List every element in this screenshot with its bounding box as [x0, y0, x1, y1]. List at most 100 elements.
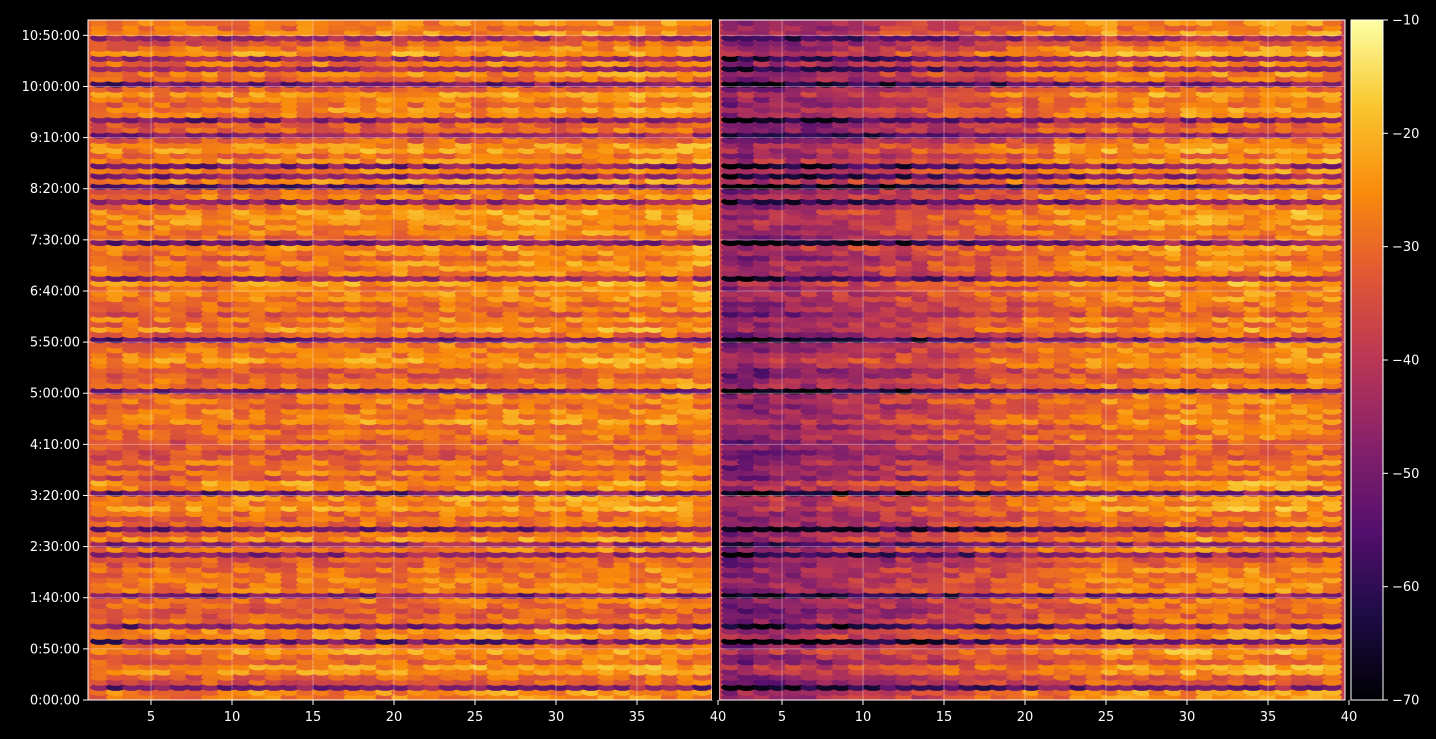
- heatmap-cell: [565, 105, 586, 114]
- heatmap-cell: [106, 59, 126, 68]
- heatmap-cell: [248, 121, 269, 129]
- heatmap-cell: [502, 387, 522, 395]
- heatmap-cell: [106, 530, 126, 538]
- heatmap-cell: [422, 499, 443, 507]
- heatmap-cell: [438, 448, 459, 456]
- heatmap-cell: [153, 586, 174, 594]
- heatmap-cell: [692, 213, 712, 221]
- heatmap-cell: [581, 233, 601, 241]
- heatmap-cell: [454, 658, 475, 666]
- heatmap-cell: [375, 402, 396, 410]
- heatmap-cell: [106, 284, 126, 293]
- heatmap-cell: [280, 540, 300, 548]
- heatmap-cell: [359, 433, 380, 441]
- heatmap-cell: [628, 202, 649, 211]
- heatmap-cell: [232, 218, 253, 226]
- heatmap-cell: [692, 49, 712, 57]
- heatmap-cell: [312, 463, 332, 472]
- heatmap-cell: [613, 90, 633, 98]
- heatmap-cell: [628, 95, 649, 103]
- heatmap-cell: [343, 576, 364, 584]
- heatmap-cell: [391, 560, 411, 569]
- heatmap-cell: [280, 376, 300, 385]
- heatmap-cell: [628, 560, 649, 569]
- heatmap-cell: [470, 223, 491, 231]
- heatmap-cell: [248, 443, 269, 451]
- heatmap-cell: [280, 422, 300, 431]
- heatmap-cell: [391, 325, 411, 333]
- heatmap-cell: [518, 617, 538, 625]
- heatmap-cell: [137, 484, 158, 492]
- heatmap-cell: [343, 545, 364, 553]
- heatmap-cell: [692, 571, 712, 579]
- heatmap-cell: [90, 248, 110, 257]
- heatmap-cell: [502, 473, 522, 482]
- heatmap-cell: [422, 412, 443, 420]
- heatmap-cell: [692, 121, 712, 129]
- heatmap-cell: [454, 519, 475, 528]
- heatmap-cell: [264, 243, 285, 252]
- heatmap-cell: [581, 596, 601, 604]
- heatmap-cell: [185, 172, 205, 180]
- heatmap-cell: [248, 560, 269, 569]
- heatmap-cell: [296, 259, 316, 267]
- heatmap-cell: [565, 269, 586, 277]
- heatmap-cell: [502, 611, 522, 620]
- heatmap-cell: [454, 116, 475, 124]
- heatmap-cell: [248, 601, 269, 610]
- heatmap-cell: [201, 642, 221, 650]
- heatmap-cell: [375, 535, 396, 543]
- heatmap-cell: [438, 151, 459, 160]
- heatmap-cell: [660, 162, 681, 170]
- heatmap-cell: [676, 151, 696, 160]
- heatmap-cell: [692, 407, 712, 415]
- heatmap-cell: [502, 197, 522, 206]
- heatmap-cell: [628, 463, 649, 472]
- heatmap-cell: [201, 637, 221, 645]
- heatmap-cell: [121, 126, 142, 134]
- heatmap-cell: [565, 351, 586, 359]
- heatmap-cell: [533, 54, 554, 62]
- heatmap-cell: [438, 341, 459, 349]
- heatmap-cell: [343, 192, 364, 201]
- heatmap-cell: [502, 668, 522, 676]
- heatmap-cell: [502, 259, 522, 267]
- heatmap-cell: [613, 397, 633, 405]
- heatmap-cell: [486, 581, 506, 589]
- heatmap-cell: [327, 192, 348, 201]
- heatmap-cell: [216, 141, 237, 149]
- heatmap-cell: [644, 509, 665, 518]
- heatmap-cell: [660, 376, 681, 385]
- heatmap-cell: [232, 525, 253, 533]
- heatmap-cell: [296, 581, 316, 589]
- heatmap-cell: [264, 535, 285, 543]
- heatmap-cell: [549, 141, 570, 149]
- heatmap-cell: [454, 627, 475, 635]
- heatmap-cell: [644, 151, 665, 160]
- heatmap-cell: [407, 294, 427, 303]
- heatmap-cell: [327, 586, 348, 594]
- heatmap-cell: [201, 197, 221, 206]
- heatmap-cell: [121, 514, 142, 523]
- heatmap-cell: [216, 688, 237, 696]
- heatmap-cell: [628, 254, 649, 262]
- heatmap-cell: [327, 59, 348, 68]
- heatmap-cell: [486, 611, 506, 620]
- heatmap-cell: [422, 668, 443, 676]
- heatmap-cell: [486, 392, 506, 400]
- heatmap-cell: [565, 422, 586, 431]
- heatmap-cell: [153, 479, 174, 487]
- heatmap-cell: [438, 473, 459, 482]
- heatmap-cell: [375, 622, 396, 630]
- heatmap-cell: [454, 499, 475, 507]
- heatmap-cell: [185, 392, 205, 400]
- heatmap-cell: [533, 540, 554, 548]
- heatmap-cell: [185, 494, 205, 502]
- heatmap-cell: [581, 192, 601, 201]
- heatmap-cell: [644, 264, 665, 272]
- heatmap-cell: [248, 156, 269, 165]
- heatmap-cell: [327, 90, 348, 98]
- heatmap-cell: [660, 361, 681, 369]
- heatmap-cell: [201, 305, 221, 313]
- heatmap-cell: [407, 647, 427, 656]
